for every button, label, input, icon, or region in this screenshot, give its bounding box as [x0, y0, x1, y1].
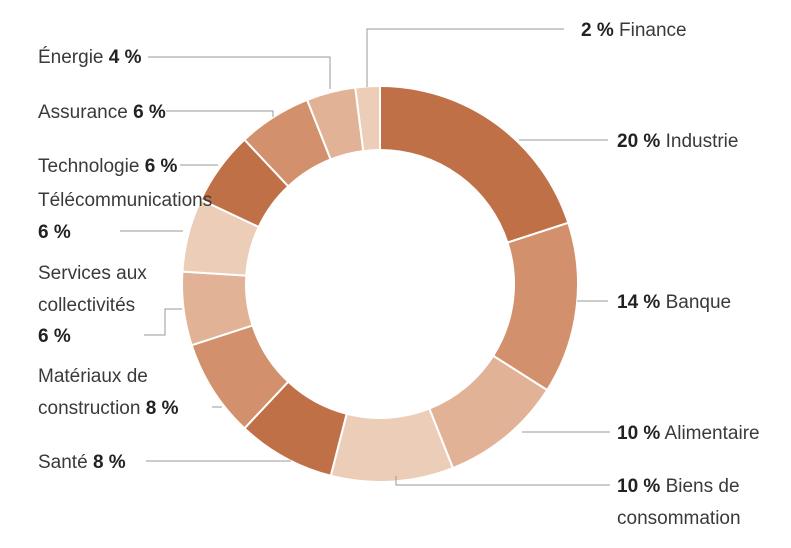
- slice-energie: [305, 86, 365, 161]
- label-industrie-name: Industrie: [666, 131, 739, 152]
- leader-line-finance: [366, 28, 564, 87]
- label-alimentaire-pct: 10 %: [617, 423, 660, 444]
- label-energie-pct: 4 %: [109, 47, 142, 68]
- label-telecom-name: Télécommunications: [38, 190, 212, 211]
- label-services-line1: Services aux: [38, 263, 147, 284]
- label-biens-name-1: Biens de: [666, 476, 740, 497]
- slice-biens-de-consommation: [329, 407, 455, 483]
- label-assurance-pct: 6 %: [133, 102, 166, 123]
- label-assurance-name: Assurance: [38, 102, 128, 123]
- donut-slices: [181, 84, 579, 483]
- slice-labels: 2 % Finance 20 % Industrie 14 % Banque 1…: [38, 20, 760, 529]
- label-sante: Santé 8 %: [38, 452, 126, 473]
- label-finance-pct: 2 %: [581, 20, 614, 41]
- label-industrie: 20 % Industrie: [617, 131, 738, 152]
- leader-line-assurance: [166, 110, 274, 117]
- label-biens-line1: 10 % Biens de: [617, 476, 740, 497]
- label-services-line2: collectivités: [38, 295, 135, 316]
- label-finance-name: Finance: [619, 20, 687, 41]
- slice-industrie: [379, 84, 570, 244]
- label-materiaux-line2: construction 8 %: [38, 398, 179, 419]
- label-assurance: Assurance 6 %: [38, 102, 166, 123]
- label-sante-name: Santé: [38, 452, 88, 473]
- leader-line-energie: [148, 56, 331, 89]
- label-materiaux-pct: 8 %: [146, 398, 179, 419]
- label-alimentaire: 10 % Alimentaire: [617, 423, 760, 444]
- label-materiaux-name-2: construction: [38, 398, 140, 419]
- label-banque-pct: 14 %: [617, 292, 660, 313]
- label-services-pct: 6 %: [38, 326, 71, 347]
- label-finance: 2 % Finance: [581, 20, 687, 41]
- leader-line-biens: [395, 476, 610, 486]
- label-technologie-pct: 6 %: [145, 156, 178, 177]
- label-technologie-name: Technologie: [38, 156, 139, 177]
- label-banque-name: Banque: [666, 292, 732, 313]
- label-industrie-pct: 20 %: [617, 131, 660, 152]
- label-biens-pct: 10 %: [617, 476, 660, 497]
- label-telecom-pct: 6 %: [38, 222, 71, 243]
- label-alimentaire-name: Alimentaire: [665, 423, 760, 444]
- label-energie: Énergie 4 %: [38, 47, 142, 68]
- label-banque: 14 % Banque: [617, 292, 731, 313]
- label-materiaux-line1: Matériaux de: [38, 366, 148, 387]
- label-sante-pct: 8 %: [93, 452, 126, 473]
- label-biens-line2: consommation: [617, 508, 741, 529]
- leader-lines: [120, 28, 610, 486]
- label-energie-name: Énergie: [38, 47, 104, 68]
- label-technologie: Technologie 6 %: [38, 156, 178, 177]
- leader-line-services: [144, 308, 182, 336]
